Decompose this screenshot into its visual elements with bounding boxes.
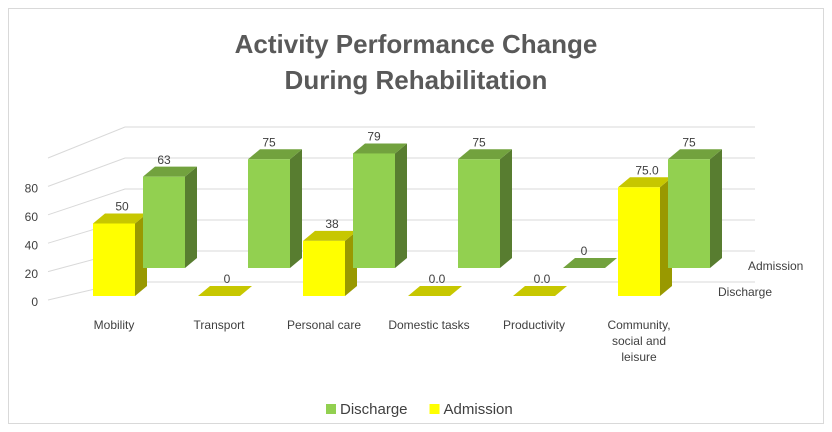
bar-front [668,159,710,268]
bar-top [93,213,147,224]
chart-title: Activity Performance Change During Rehab… [234,29,598,95]
data-label: 75 [472,135,486,149]
legend-label: Admission [444,401,513,418]
bar-top [198,286,252,296]
data-label: 50 [115,200,129,214]
bar [198,286,252,296]
bar-top [303,230,357,241]
y-tick-label: 40 [25,238,39,252]
legend-label: Discharge [340,401,408,418]
bar-front [93,223,135,296]
legend-swatch [326,404,336,414]
y-tick-label: 60 [25,210,39,224]
bar-top [668,149,722,160]
bar [353,143,407,268]
x-tick-label: Domestic tasks [388,318,470,332]
bar-top [513,286,567,296]
wall-edge [47,126,755,159]
y-tick-label: 0 [31,295,38,309]
bar-side [185,166,197,268]
bar-side [500,149,512,268]
x-tick-label: Productivity [502,318,566,332]
data-label: 0.0 [534,272,551,286]
grid-line [47,157,755,187]
bar-top [458,149,512,160]
bar [563,258,617,268]
bar-front [248,159,290,268]
data-label: 38 [325,217,339,231]
chart-frame [8,8,824,424]
data-label: 0 [224,272,231,286]
bar [93,213,147,296]
bar-top [618,177,672,188]
bar [513,286,567,296]
data-label: 75.0 [635,163,659,177]
x-tick-label: Personal care [286,318,362,332]
bar-side [395,143,407,268]
bar [668,149,722,268]
bar [458,149,512,268]
bar-front [143,176,185,268]
bar-top [143,166,197,177]
x-tick-label: Transport [193,318,245,332]
x-tick-label: Community, social and leisure [607,318,671,364]
data-label: 79 [367,130,381,144]
bar-front [353,153,395,268]
y-tick-label: 20 [25,267,39,281]
x-tick-label: Mobility [93,318,135,332]
legend-swatch [429,404,440,414]
bar-top [408,286,462,296]
data-label: 0 [581,244,588,258]
bar-front [303,240,345,296]
bar-front [458,159,500,268]
bar-side [710,149,722,268]
bar [143,166,197,268]
bar-top [563,258,617,268]
bar-top [353,143,407,154]
bar-side [290,149,302,268]
data-label: 75 [682,135,696,149]
y-tick-label: 80 [25,182,39,196]
bar-front [618,187,660,296]
bar-top [248,149,302,160]
bar [248,149,302,268]
data-label: 0.0 [429,272,446,286]
bar [303,230,357,296]
bar [408,286,462,296]
data-label: 75 [262,135,276,149]
depth-label: Discharge [718,285,773,299]
depth-label: Admission [748,259,804,273]
grid-line [47,188,755,216]
data-label: 63 [157,153,171,167]
bar [618,177,672,296]
